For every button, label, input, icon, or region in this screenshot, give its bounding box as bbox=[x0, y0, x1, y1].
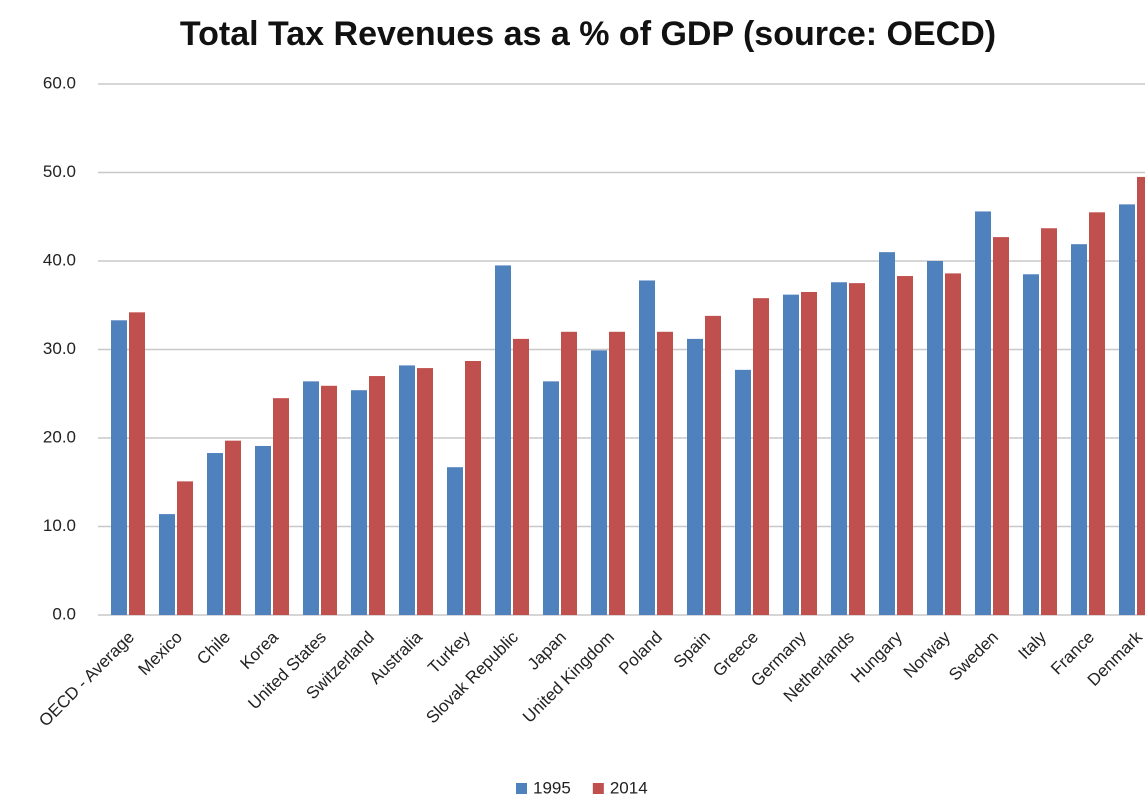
x-tick-label: Chile bbox=[193, 628, 234, 669]
bar bbox=[513, 338, 529, 615]
bar bbox=[351, 390, 367, 615]
x-tick-label: Poland bbox=[615, 628, 666, 679]
legend-label: 2014 bbox=[610, 778, 648, 797]
x-tick-label: Sweden bbox=[945, 628, 1002, 685]
bar bbox=[993, 237, 1009, 616]
legend-swatch bbox=[592, 783, 604, 794]
bar bbox=[831, 282, 847, 615]
y-tick-label: 20.0 bbox=[43, 427, 76, 446]
bar bbox=[255, 445, 271, 615]
bar bbox=[1089, 212, 1105, 615]
bar bbox=[897, 276, 913, 615]
bar bbox=[1137, 176, 1145, 616]
bar bbox=[1119, 204, 1135, 616]
bar bbox=[639, 280, 655, 615]
x-tick-label: OECD - Average bbox=[35, 628, 138, 731]
bar bbox=[465, 361, 481, 615]
bar bbox=[927, 261, 943, 615]
y-tick-label: 10.0 bbox=[43, 516, 76, 535]
x-tick-label: Norway bbox=[900, 627, 955, 682]
bar bbox=[303, 381, 319, 615]
bar bbox=[687, 338, 703, 615]
x-tick-label: Spain bbox=[670, 628, 714, 672]
bar bbox=[207, 453, 223, 615]
bar bbox=[657, 331, 673, 615]
bar bbox=[447, 467, 463, 615]
bar bbox=[753, 298, 769, 615]
legend-swatch bbox=[516, 783, 527, 794]
bar bbox=[177, 481, 193, 615]
bar bbox=[735, 369, 751, 615]
x-tick-label: Japan bbox=[524, 628, 570, 674]
bar bbox=[399, 365, 415, 615]
bar bbox=[879, 252, 895, 615]
bar bbox=[975, 211, 991, 615]
bar bbox=[561, 331, 577, 615]
y-tick-label: 30.0 bbox=[43, 339, 76, 358]
x-tick-label: Hungary bbox=[847, 627, 906, 686]
x-tick-label: Korea bbox=[236, 627, 282, 673]
x-tick-label: Mexico bbox=[134, 628, 186, 680]
bar bbox=[705, 315, 721, 615]
y-tick-label: 60.0 bbox=[43, 73, 76, 92]
bar bbox=[1071, 244, 1087, 615]
chart-title: Total Tax Revenues as a % of GDP (source… bbox=[180, 15, 996, 53]
y-tick-label: 50.0 bbox=[43, 162, 76, 181]
bar bbox=[417, 368, 433, 615]
bar bbox=[543, 381, 559, 615]
bar bbox=[783, 294, 799, 615]
bar bbox=[159, 514, 175, 615]
bar bbox=[321, 385, 337, 615]
x-tick-label: Australia bbox=[366, 627, 427, 688]
bar bbox=[273, 398, 289, 615]
bar bbox=[1041, 228, 1057, 615]
bar bbox=[369, 376, 385, 615]
bar bbox=[225, 440, 241, 615]
y-tick-label: 0.0 bbox=[52, 604, 76, 623]
bar bbox=[111, 320, 127, 615]
bar bbox=[1023, 274, 1039, 615]
x-tick-label: Italy bbox=[1015, 627, 1051, 663]
bar bbox=[849, 283, 865, 615]
bar bbox=[801, 291, 817, 615]
bar bbox=[591, 350, 607, 615]
y-tick-label: 40.0 bbox=[43, 250, 76, 269]
bar bbox=[495, 265, 511, 615]
bar bbox=[945, 273, 961, 615]
bar bbox=[129, 312, 145, 615]
legend-label: 1995 bbox=[533, 778, 571, 797]
bar bbox=[609, 331, 625, 615]
